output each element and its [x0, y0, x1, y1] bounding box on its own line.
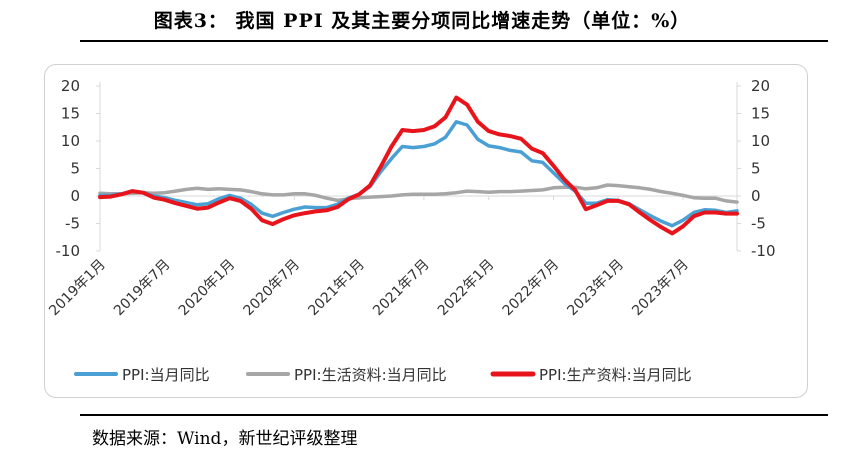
x-tick-label: 2021年1月 — [305, 257, 368, 320]
chart-frame — [44, 64, 808, 398]
y-tick-label-right: 10 — [751, 132, 770, 150]
y-tick-label-right: -5 — [751, 215, 766, 233]
x-tick-label: 2022年1月 — [435, 257, 498, 320]
legend-ppi-producer-goods-label: PPI:生产资料:当月同比 — [539, 366, 692, 384]
y-tick-label-right: 20 — [751, 77, 770, 95]
x-tick-label: 2019年7月 — [111, 257, 174, 320]
source-note: 数据来源：Wind，新世纪评级整理 — [92, 429, 358, 449]
y-tick-label-right: 5 — [751, 160, 761, 178]
y-tick-label-left: 10 — [61, 132, 80, 150]
legend-ppi-consumer-goods-label: PPI:生活资料:当月同比 — [294, 366, 447, 384]
legend-ppi-label: PPI:当月同比 — [122, 366, 210, 384]
series-line-ppi-producer-goods — [98, 95, 739, 236]
y-tick-label-left: -10 — [56, 242, 81, 260]
x-tick-label: 2022年7月 — [500, 257, 563, 320]
y-tick-label-right: -10 — [751, 242, 776, 260]
y-tick-label-left: 15 — [61, 105, 80, 123]
x-tick-label: 2023年7月 — [629, 257, 692, 320]
series-line-ppi-consumer-goods — [98, 183, 739, 204]
x-tick-label: 2019年1月 — [46, 257, 109, 320]
y-tick-label-left: 5 — [70, 160, 80, 178]
y-tick-label-right: 0 — [751, 187, 761, 205]
x-tick-label: 2023年1月 — [564, 257, 627, 320]
y-tick-label-left: 0 — [70, 187, 80, 205]
bottom-rule — [80, 414, 828, 416]
x-tick-label: 2020年7月 — [241, 257, 304, 320]
y-tick-label-left: 20 — [61, 77, 80, 95]
x-tick-label: 2021年7月 — [370, 257, 433, 320]
x-tick-label: 2020年1月 — [176, 257, 239, 320]
top-rule — [80, 40, 828, 42]
chart-title: 图表3： 我国 PPI 及其主要分项同比增速走势（单位：%） — [153, 10, 691, 32]
y-tick-label-right: 15 — [751, 105, 770, 123]
y-tick-label-left: -5 — [65, 215, 80, 233]
